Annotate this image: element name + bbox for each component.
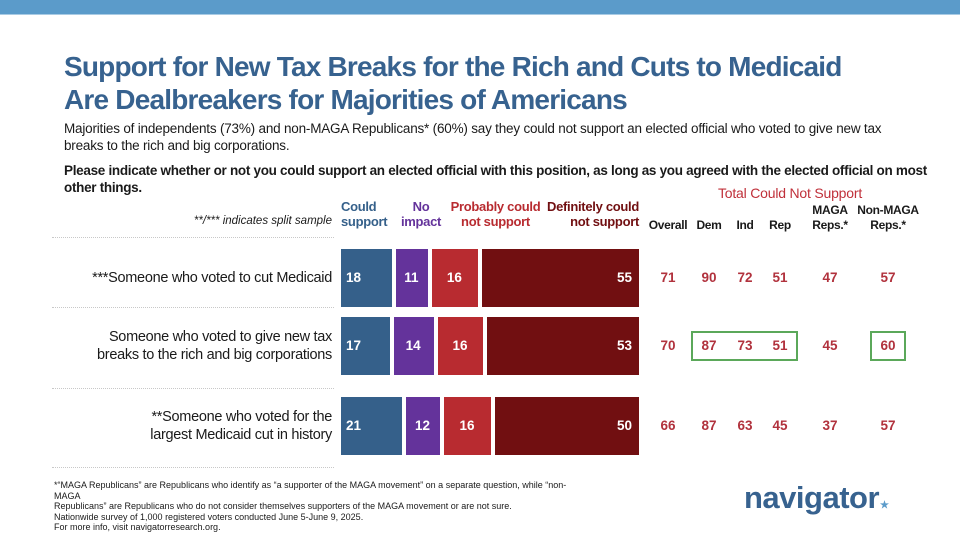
top-accent-bar bbox=[0, 0, 960, 15]
row-label: **Someone who voted for the largest Medic… bbox=[60, 408, 332, 444]
bar-segment-definitely-could-not-support bbox=[494, 397, 639, 455]
bar-value-label: 16 bbox=[446, 270, 462, 285]
bar-value-label: 16 bbox=[459, 418, 475, 433]
bar-value-label: 18 bbox=[346, 270, 362, 285]
footnote-line: Nationwide survey of 1,000 registered vo… bbox=[54, 511, 364, 522]
footnote-line: For more info, visit navigatorresearch.o… bbox=[54, 522, 221, 532]
bar-segment-definitely-could-not-support bbox=[481, 249, 639, 307]
table-value-nonmaga: 60 bbox=[880, 338, 896, 353]
bar-segment-probably-could-not-support bbox=[444, 397, 491, 455]
bar-value-label: 53 bbox=[617, 338, 633, 353]
table-value-rep: 51 bbox=[772, 270, 788, 285]
table-value-dem: 87 bbox=[701, 338, 717, 353]
bar-segment-no-impact bbox=[405, 397, 441, 455]
table-value-rep: 45 bbox=[772, 418, 788, 433]
row-divider bbox=[52, 388, 334, 389]
table-value-rep: 51 bbox=[772, 338, 788, 353]
legend-label: No bbox=[412, 199, 430, 214]
bar-segment-no-impact bbox=[393, 317, 434, 375]
table-value-dem: 90 bbox=[701, 270, 717, 285]
bar-value-label: 16 bbox=[452, 338, 468, 353]
table-value-ind: 72 bbox=[737, 270, 753, 285]
column-header-label: Rep bbox=[769, 218, 791, 232]
table-value-nonmaga: 57 bbox=[880, 270, 896, 285]
bar-segment-probably-could-not-support bbox=[437, 317, 484, 375]
table-title: Total Could Not Support bbox=[717, 185, 863, 201]
bar-segment-no-impact bbox=[396, 249, 428, 307]
column-header-label: Non-MAGA bbox=[857, 203, 919, 217]
table-value-maga: 47 bbox=[822, 270, 838, 285]
column-header-dem: Dem bbox=[674, 218, 744, 233]
column-header-label: Overall bbox=[648, 218, 688, 232]
navigator-logo: navigator★ bbox=[744, 480, 889, 516]
row-label: Someone who voted to give new tax breaks … bbox=[60, 328, 332, 364]
footnote-line: Republicans” are Republicans who do not … bbox=[54, 501, 512, 511]
column-header-label: Ind bbox=[736, 218, 754, 232]
bar-value-label: 12 bbox=[415, 418, 431, 433]
legend-item-definitely-could-not-support: Definitely could not support bbox=[545, 199, 639, 229]
table-value-maga: 37 bbox=[822, 418, 838, 433]
table-value-ind: 63 bbox=[737, 418, 753, 433]
legend-label: not support bbox=[570, 214, 639, 229]
bar-value-label: 55 bbox=[617, 270, 633, 285]
table-value-nonmaga: 57 bbox=[880, 418, 896, 433]
legend-item-probably-could-not-support: Probably could not support bbox=[448, 199, 543, 229]
legend-label: Definitely could bbox=[547, 199, 639, 214]
column-header-ind: Ind bbox=[710, 218, 780, 233]
row-label-line: ***Someone who voted to cut Medicaid bbox=[92, 270, 332, 286]
survey-question: Please indicate whether or not you could… bbox=[64, 163, 927, 195]
column-header-overall: Overall bbox=[633, 218, 703, 233]
column-header-rep: Rep bbox=[745, 218, 815, 233]
row-label-line: **Someone who voted for the bbox=[151, 409, 332, 425]
title-line-1: Support for New Tax Breaks for the Rich … bbox=[64, 51, 842, 82]
column-header-label: Dem bbox=[696, 218, 722, 232]
bar-segment-probably-could-not-support bbox=[431, 249, 478, 307]
logo-star-icon: ★ bbox=[880, 500, 889, 511]
legend-label: not support bbox=[461, 214, 530, 229]
row-label-line: breaks to the rich and big corporations bbox=[97, 347, 332, 363]
bar-segment-definitely-could-not-support bbox=[487, 317, 639, 375]
legend-label: support bbox=[341, 214, 388, 229]
row-divider bbox=[52, 467, 334, 468]
footnote: *“MAGA Republicans” are Republicans who … bbox=[54, 480, 574, 533]
legend-label: Probably could bbox=[450, 199, 541, 214]
column-header-nonmaga: Non-MAGA Reps.* bbox=[853, 203, 923, 233]
footnote-line: *“MAGA Republicans” are Republicans who … bbox=[54, 480, 567, 501]
bar-segment-could-support bbox=[341, 397, 402, 455]
bar-segment-could-support bbox=[341, 249, 393, 307]
subtitle: Majorities of independents (73%) and non… bbox=[64, 121, 882, 153]
row-label-line: Someone who voted to give new tax bbox=[108, 329, 332, 345]
bar-value-label: 50 bbox=[617, 418, 633, 433]
highlight-box bbox=[870, 331, 906, 361]
bar-segment-could-support bbox=[341, 317, 390, 375]
column-header-maga: MAGA Reps.* bbox=[795, 203, 865, 233]
table-value-overall: 66 bbox=[660, 418, 676, 433]
title-line-2: Are Dealbreakers for Majorities of Ameri… bbox=[64, 84, 628, 115]
legend-label: impact bbox=[400, 214, 442, 229]
row-label-line: largest Medicaid cut in history bbox=[150, 427, 332, 443]
row-divider bbox=[52, 237, 334, 238]
split-sample-note: **/*** indicates split sample bbox=[193, 215, 332, 227]
bar-value-label: 11 bbox=[404, 270, 419, 285]
column-header-label: Reps.* bbox=[870, 218, 906, 232]
highlight-box bbox=[691, 331, 798, 361]
table-value-maga: 45 bbox=[822, 338, 838, 353]
table-value-dem: 87 bbox=[701, 418, 717, 433]
table-value-ind: 73 bbox=[737, 338, 753, 353]
column-header-label: Reps.* bbox=[812, 218, 848, 232]
legend-item-no-impact: No impact bbox=[396, 199, 446, 229]
bar-value-label: 21 bbox=[346, 418, 362, 433]
bar-value-label: 14 bbox=[405, 338, 421, 353]
row-divider bbox=[52, 307, 334, 308]
column-header-label: MAGA bbox=[812, 203, 848, 217]
table-value-overall: 70 bbox=[660, 338, 676, 353]
page-title: Support for New Tax Breaks for the Rich … bbox=[64, 50, 944, 116]
bar-value-label: 17 bbox=[346, 338, 362, 353]
legend-item-could-support: Could support bbox=[341, 199, 389, 229]
logo-text: navigator bbox=[744, 480, 880, 515]
legend-label: Could bbox=[341, 199, 377, 214]
table-value-overall: 71 bbox=[660, 270, 676, 285]
row-label: ***Someone who voted to cut Medicaid bbox=[60, 269, 332, 287]
